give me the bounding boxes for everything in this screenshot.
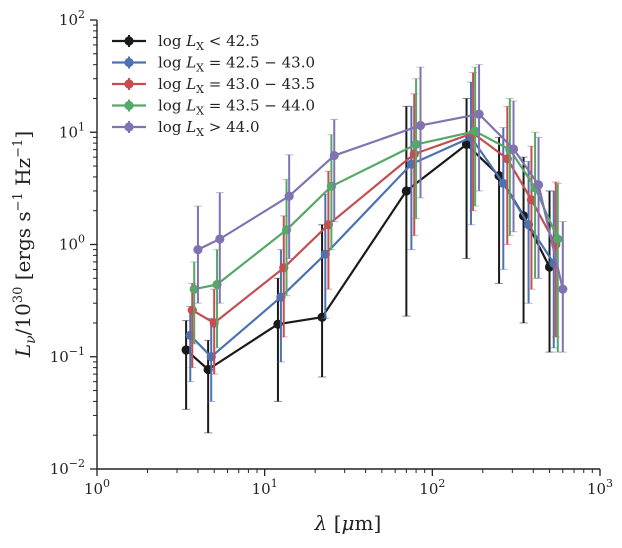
x-tick-label: 102 (419, 477, 445, 498)
x-tick-label: 101 (252, 477, 278, 498)
data-point (329, 150, 339, 161)
legend-item: log LX > 44.0 (112, 118, 260, 139)
y-tick-label: 10−1 (50, 345, 85, 366)
data-point (474, 109, 484, 119)
data-point (409, 149, 419, 159)
data-point (498, 178, 508, 189)
data-point (508, 144, 519, 154)
legend-label: log LX = 42.5 − 43.0 (158, 54, 315, 75)
y-tick-label: 101 (59, 120, 85, 141)
data-point (284, 191, 294, 201)
data-point (461, 139, 472, 149)
legend-item: log LX < 42.5 (112, 32, 260, 53)
legend-marker (124, 79, 134, 89)
major-ticks (90, 19, 601, 476)
x-axis-label: λ [μm] (314, 511, 382, 535)
data-point (558, 284, 568, 294)
data-point (401, 186, 411, 196)
series-group (181, 64, 568, 434)
y-tick-label: 102 (59, 8, 85, 29)
x-tick-label: 100 (84, 477, 110, 498)
legend-label: log LX = 43.5 − 44.0 (158, 97, 315, 118)
x-tick-label: 103 (587, 477, 613, 498)
data-point (193, 245, 203, 255)
data-point (215, 234, 225, 244)
series-line (191, 132, 557, 325)
tick-labels: 100 101 102 103 10−2 10−1 100 101 102 (50, 8, 613, 498)
data-point (533, 180, 544, 190)
y-tick-label: 10−2 (50, 457, 85, 478)
series-0 (181, 97, 555, 434)
minor-ticks (93, 24, 593, 473)
series-line (185, 143, 551, 371)
legend-marker (124, 100, 134, 111)
data-point (181, 345, 191, 355)
data-point (553, 234, 563, 244)
data-point (470, 126, 480, 136)
data-point (187, 305, 197, 315)
legend-label: log LX > 44.0 (158, 118, 260, 139)
data-point (415, 120, 426, 131)
legend-marker (124, 122, 134, 132)
y-tick-label: 100 (59, 233, 85, 254)
data-point (189, 284, 199, 294)
data-point (411, 139, 421, 149)
legend-label: log LX = 43.0 − 43.5 (158, 75, 315, 96)
legend-marker (124, 57, 134, 68)
series-1 (185, 81, 559, 402)
legend-item: log LX = 43.5 − 44.0 (112, 97, 315, 118)
legend-item: log LX = 43.0 − 43.5 (112, 75, 315, 96)
legend-marker (124, 36, 134, 46)
series-4 (193, 64, 568, 353)
legend-item: log LX = 42.5 − 43.0 (112, 54, 315, 75)
data-point (526, 195, 537, 205)
legend-label: log LX < 42.5 (158, 32, 260, 53)
y-axis-label: Lν/1030 [ergs s−1 Hz−1] (11, 131, 39, 358)
